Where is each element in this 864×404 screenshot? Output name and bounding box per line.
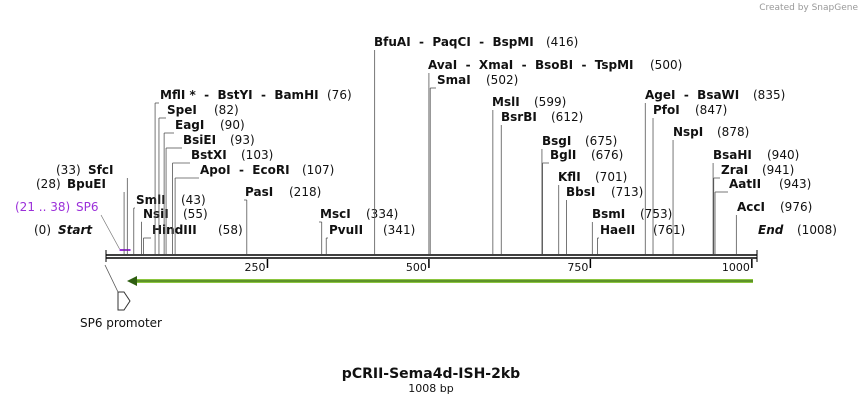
site-name: NsiI (143, 207, 169, 221)
site-label: (500) (650, 58, 682, 72)
end-name: End (758, 223, 784, 237)
site-label: (878) (717, 125, 749, 139)
site-name: BfuAI - PaqCI - BspMI (374, 35, 534, 49)
site-name: AvaI - XmaI - BsoBI - TspMI (428, 58, 634, 72)
site-label: (502) (486, 73, 518, 87)
primer-leader (100, 214, 120, 250)
site-label: (940) (767, 148, 799, 162)
site-label: (753) (640, 207, 672, 221)
site-label: (93) (230, 133, 255, 147)
promoter-label: SP6 promoter (80, 316, 162, 330)
site-label: (103) (241, 148, 273, 162)
site-name: SpeI (167, 103, 197, 117)
site-label: (835) (753, 88, 785, 102)
end-label: (1008) (797, 223, 837, 237)
site-label: (612) (551, 110, 583, 124)
site-name: ZraI (721, 163, 748, 177)
site-label: (599) (534, 95, 566, 109)
primer-label: (21 .. 38) (15, 200, 70, 214)
site-name: MscI (320, 207, 351, 221)
site-name: SmaI (437, 73, 471, 87)
site-name: PfoI (653, 103, 680, 117)
site-label: (55) (183, 207, 208, 221)
site-label: (341) (383, 223, 415, 237)
title: pCRII-Sema4d-ISH-2kb (342, 366, 520, 382)
site-label: (976) (780, 200, 812, 214)
start-name: Start (58, 223, 93, 237)
site-name: SfcI (88, 163, 113, 177)
site-name: BsiEI (183, 133, 216, 147)
site-name: AatII (729, 177, 761, 191)
site-label: (416) (546, 35, 578, 49)
site-label: (43) (181, 193, 206, 207)
site-name: BsrBI (501, 110, 537, 124)
site-name: BglI (550, 148, 576, 162)
site-name: BsmI (592, 207, 625, 221)
site-label: (701) (595, 170, 627, 184)
site-name: NspI (673, 125, 703, 139)
site-name: ApoI - EcoRI (200, 163, 290, 177)
site-label: (58) (218, 223, 243, 237)
site-label: (676) (591, 148, 623, 162)
promoter-arrow (117, 291, 131, 311)
site-name: BsgI (542, 134, 571, 148)
site-label: (675) (585, 134, 617, 148)
site-label: (218) (289, 185, 321, 199)
site-label: (847) (695, 103, 727, 117)
site-name: SmlI (136, 193, 166, 207)
site-name: PvuII (329, 223, 363, 237)
site-name: MslI (492, 95, 520, 109)
tick-label: 500 (406, 261, 427, 274)
site-name: BbsI (566, 185, 595, 199)
feature-arrow (127, 276, 137, 286)
site-label: (334) (366, 207, 398, 221)
site-label: (107) (302, 163, 334, 177)
site-label: (761) (653, 223, 685, 237)
tick-label: 750 (567, 261, 588, 274)
site-name: AccI (737, 200, 765, 214)
site-name: EagI (175, 118, 204, 132)
site-name: MflI * - BstYI - BamHI (160, 88, 319, 102)
site-name: HindIII (152, 223, 197, 237)
site-label: (90) (220, 118, 245, 132)
watermark: Created by SnapGene (759, 3, 858, 13)
primer-name: SP6 (76, 200, 99, 214)
site-label: (28) (36, 177, 61, 191)
site-name: BpuEI (67, 177, 106, 191)
site-name: BsaHI (713, 148, 752, 162)
site-name: HaeII (600, 223, 635, 237)
leader (104, 264, 119, 293)
site-label: (943) (779, 177, 811, 191)
tick-label: 1000 (722, 261, 750, 274)
start-label: (0) (34, 223, 51, 237)
subtitle: 1008 bp (408, 382, 453, 395)
site-name: KflI (558, 170, 581, 184)
site-name: PasI (245, 185, 273, 199)
site-label: (76) (327, 88, 352, 102)
tick-label: 250 (244, 261, 265, 274)
site-label: (82) (214, 103, 239, 117)
site-name: BstXI (191, 148, 227, 162)
site-label: (941) (762, 163, 794, 177)
site-label: (33) (56, 163, 81, 177)
site-name: AgeI - BsaWI (645, 88, 739, 102)
site-label: (713) (611, 185, 643, 199)
